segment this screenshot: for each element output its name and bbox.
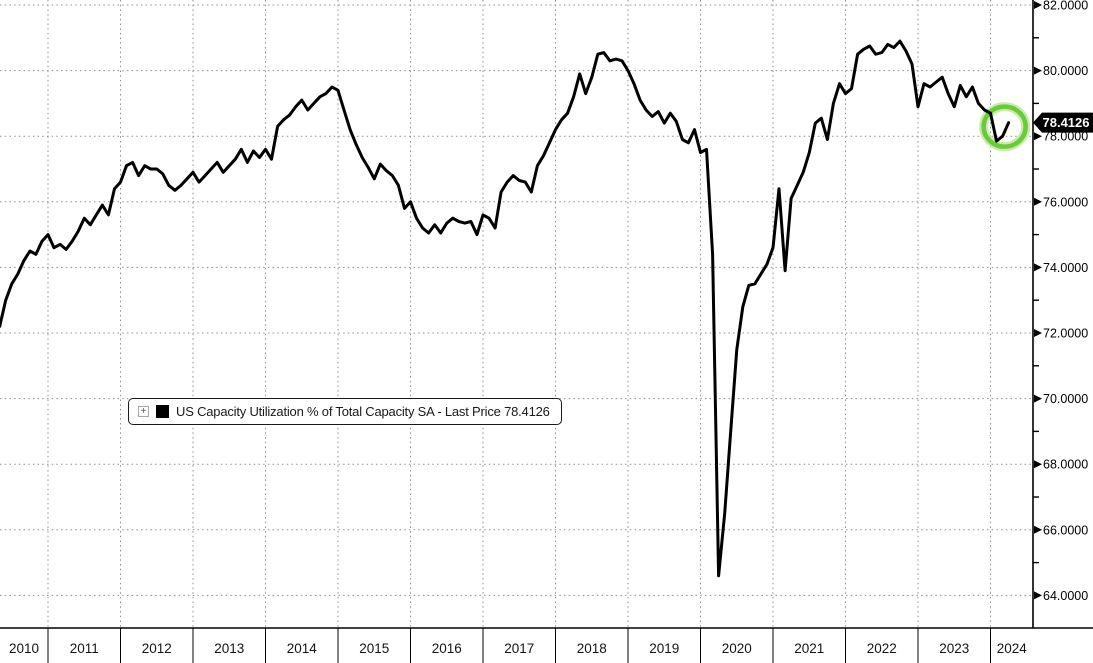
y-tick-arrow-icon bbox=[1034, 66, 1042, 75]
year-label: 2015 bbox=[359, 641, 389, 656]
year-label: 2018 bbox=[577, 641, 607, 656]
last-price-badge bbox=[1033, 112, 1093, 133]
y-tick-label: 64.0000 bbox=[1043, 589, 1088, 603]
legend-series-label: US Capacity Utilization % of Total Capac… bbox=[176, 404, 550, 419]
y-tick-arrow-icon bbox=[1034, 525, 1042, 534]
y-tick-label: 78.0000 bbox=[1043, 130, 1088, 144]
y-tick-label: 82.0000 bbox=[1043, 0, 1088, 13]
last-point-highlight-circle-icon bbox=[981, 104, 1028, 149]
last-price-badge-text: 78.4126 bbox=[1043, 115, 1090, 130]
year-label: 2020 bbox=[722, 641, 752, 656]
y-tick-arrow-icon bbox=[1034, 263, 1042, 272]
year-label: 2016 bbox=[432, 641, 462, 656]
y-tick-arrow-icon bbox=[1034, 197, 1042, 206]
year-label: 2024 bbox=[997, 641, 1028, 656]
year-label: 2012 bbox=[142, 641, 172, 656]
year-label: 2019 bbox=[649, 641, 679, 656]
y-tick-arrow-icon bbox=[1034, 1, 1042, 9]
y-tick-arrow-icon bbox=[1034, 394, 1042, 403]
legend-expand-icon[interactable]: + bbox=[138, 406, 149, 417]
y-tick-arrow-icon bbox=[1034, 460, 1042, 469]
year-label: 2022 bbox=[867, 641, 897, 656]
y-tick-label: 68.0000 bbox=[1043, 458, 1088, 472]
year-label: 2023 bbox=[939, 641, 969, 656]
legend-series-swatch bbox=[156, 405, 169, 418]
y-tick-label: 70.0000 bbox=[1043, 392, 1088, 406]
y-tick-arrow-icon bbox=[1034, 132, 1042, 141]
y-tick-arrow-icon bbox=[1034, 591, 1042, 600]
year-label: 2013 bbox=[214, 641, 244, 656]
y-tick-label: 76.0000 bbox=[1043, 195, 1088, 209]
y-tick-label: 66.0000 bbox=[1043, 523, 1088, 537]
year-label: 2010 bbox=[9, 641, 39, 656]
year-label: 2011 bbox=[70, 641, 99, 656]
year-label: 2014 bbox=[287, 641, 318, 656]
y-tick-label: 74.0000 bbox=[1043, 261, 1088, 275]
price-line bbox=[0, 39, 1011, 578]
year-label: 2017 bbox=[504, 641, 534, 656]
year-label: 2021 bbox=[794, 641, 824, 656]
y-tick-arrow-icon bbox=[1034, 329, 1042, 337]
y-tick-label: 80.0000 bbox=[1043, 64, 1088, 78]
chart-legend[interactable]: + US Capacity Utilization % of Total Cap… bbox=[128, 398, 562, 425]
y-tick-label: 72.0000 bbox=[1043, 327, 1088, 341]
